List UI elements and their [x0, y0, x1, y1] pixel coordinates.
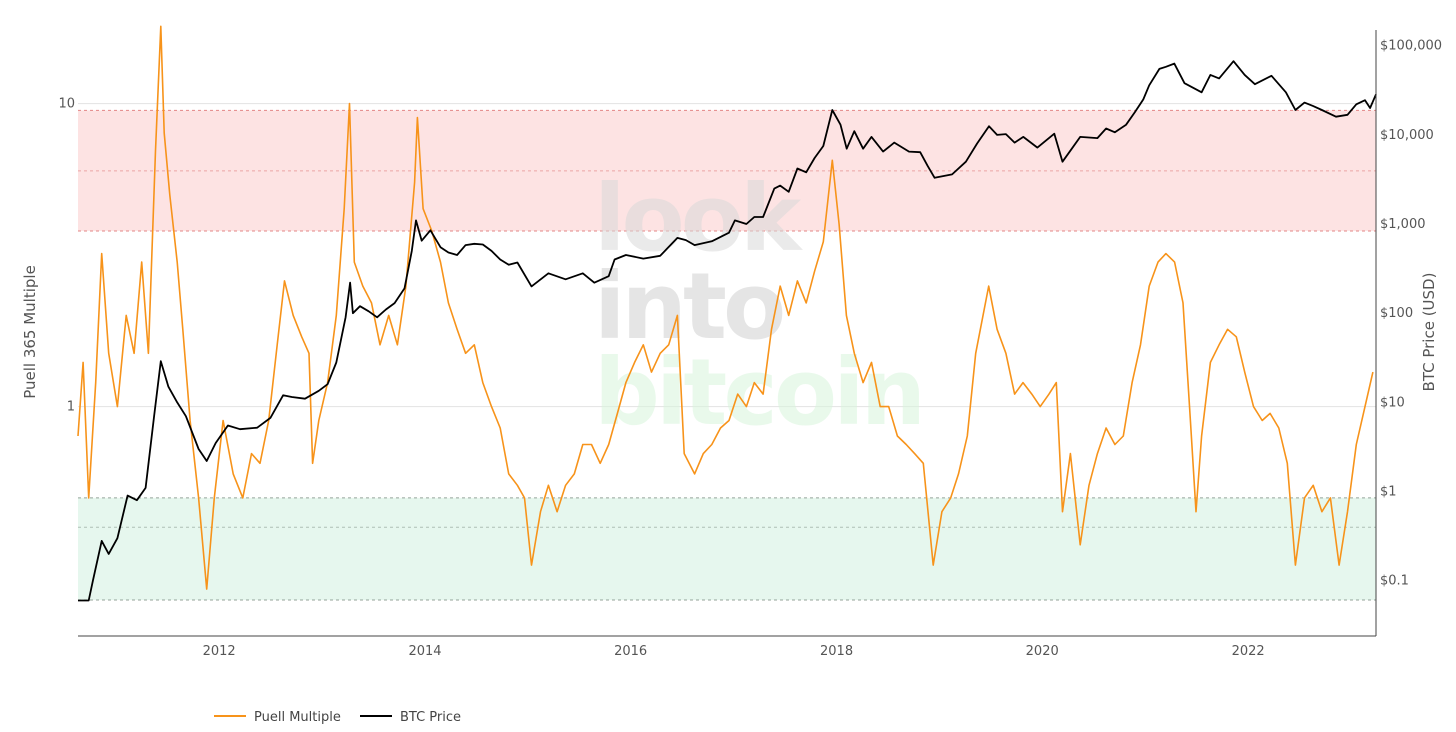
x-tick-label: 2016 — [614, 644, 647, 659]
legend[interactable]: Puell Multiple BTC Price — [214, 710, 461, 725]
y-right-tick-label: $100,000 — [1380, 39, 1442, 54]
y-right-tick-label: $10 — [1380, 395, 1405, 410]
right-axis-title: BTC Price (USD) — [1420, 273, 1438, 392]
data-series — [77, 25, 1377, 602]
left-axis-title: Puell 365 Multiple — [21, 265, 39, 399]
svg-text:bitcoin: bitcoin — [594, 339, 922, 446]
y-right-tick-label: $0.1 — [1380, 574, 1409, 589]
x-tick-label: 2012 — [203, 644, 236, 659]
y-right-tick-label: $1 — [1380, 485, 1397, 500]
gridlines — [78, 103, 1376, 408]
y-right-tick-label: $1,000 — [1380, 217, 1426, 232]
threshold-bands — [78, 109, 1376, 601]
series-line-btc-price — [78, 60, 1377, 602]
axes: 2012 2014 2016 2018 2020 2022 1 10 $0.1 $1 $10 $100… — [58, 30, 1442, 659]
svg-text:into: into — [594, 253, 783, 360]
legend-label-puell: Puell Multiple — [254, 710, 341, 725]
legend-label-btc: BTC Price — [400, 710, 461, 725]
watermark-logo: look into bitcoin — [594, 165, 926, 446]
y-right-tick-label: $10,000 — [1380, 128, 1434, 143]
x-tick-label: 2022 — [1232, 644, 1265, 659]
band-low-fill — [78, 497, 1376, 601]
y-left-tick-label: 10 — [58, 97, 75, 112]
y-left-tick-label: 1 — [67, 400, 75, 415]
y-right-tick-label: $100 — [1380, 306, 1413, 321]
series-line-puell-multiple — [77, 25, 1374, 590]
x-tick-label: 2018 — [820, 644, 853, 659]
x-tick-label: 2020 — [1026, 644, 1059, 659]
x-tick-label: 2014 — [408, 644, 441, 659]
svg-text:look: look — [594, 165, 803, 272]
